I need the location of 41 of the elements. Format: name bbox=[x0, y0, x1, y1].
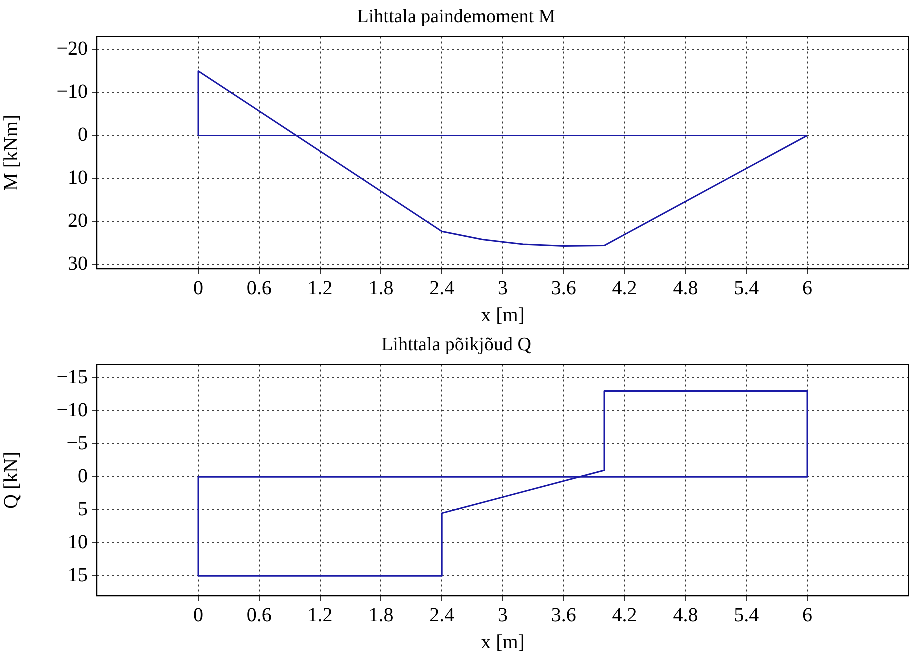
x-tick-label: 3 bbox=[498, 277, 508, 300]
x-tick-label: 6 bbox=[802, 604, 812, 626]
x-tick-label: 4.8 bbox=[673, 277, 698, 300]
x-tick-label: 0.6 bbox=[246, 277, 272, 300]
y-tick-label: −20 bbox=[56, 38, 88, 60]
y-tick-label: −10 bbox=[56, 399, 88, 422]
x-tick-label: 4.2 bbox=[612, 277, 638, 300]
x-tick-label: 0 bbox=[194, 604, 204, 626]
x-tick-label: 0 bbox=[194, 277, 204, 300]
y-tick-label: 5 bbox=[78, 498, 88, 520]
x-axis-title: x [m] bbox=[481, 631, 525, 654]
x-tick-label: 3.6 bbox=[551, 604, 576, 626]
x-tick-label: 1.2 bbox=[308, 604, 333, 626]
y-tick-label: −10 bbox=[56, 80, 88, 103]
x-tick-label: 2.4 bbox=[430, 277, 455, 300]
x-tick-label: 5.4 bbox=[734, 277, 760, 300]
x-axis-title: x [m] bbox=[481, 304, 525, 326]
y-tick-label: 0 bbox=[78, 124, 88, 146]
y-axis-title: M [kNm] bbox=[0, 114, 22, 191]
chart-title: Lihttala põikjõud Q bbox=[382, 334, 532, 356]
x-tick-label: 6 bbox=[802, 277, 812, 300]
x-tick-label: 3 bbox=[498, 604, 508, 626]
x-tick-label: 3.6 bbox=[551, 277, 576, 300]
x-tick-label: 0.6 bbox=[246, 604, 272, 626]
x-tick-label: 4.8 bbox=[673, 604, 698, 626]
x-tick-label: 1.2 bbox=[308, 277, 333, 300]
x-tick-label: 5.4 bbox=[734, 604, 760, 626]
x-tick-label: 1.8 bbox=[368, 277, 394, 300]
y-tick-label: −15 bbox=[56, 366, 88, 388]
y-axis-title: Q [kN] bbox=[0, 452, 22, 510]
x-tick-label: 4.2 bbox=[612, 604, 638, 626]
y-tick-label: −5 bbox=[66, 432, 88, 454]
x-tick-label: 2.4 bbox=[430, 604, 455, 626]
y-tick-label: 30 bbox=[68, 252, 88, 275]
y-tick-label: 20 bbox=[68, 210, 88, 232]
y-tick-label: 15 bbox=[68, 564, 88, 586]
x-tick-label: 1.8 bbox=[368, 604, 394, 626]
y-tick-label: 10 bbox=[68, 166, 88, 189]
y-tick-label: 10 bbox=[68, 531, 88, 554]
y-tick-label: 0 bbox=[78, 465, 88, 488]
chart-title: Lihttala paindemoment M bbox=[357, 6, 556, 28]
